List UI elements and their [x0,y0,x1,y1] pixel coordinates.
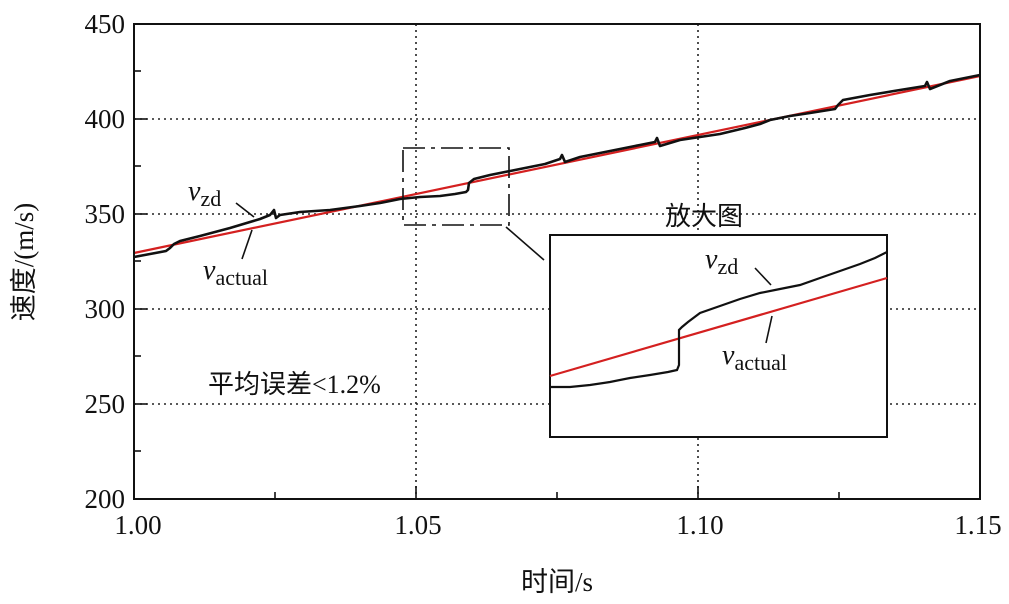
gridlines [134,24,980,499]
axis-ticks [134,70,840,499]
zoom-region-box [402,147,510,226]
label-leader-lines [235,202,773,344]
v-actual-label: vactual [203,255,268,290]
zoom-connector-line [505,226,545,261]
x-tick-1-00: 1.00 [114,510,162,540]
inset-v-actual-line [549,276,888,378]
v-actual-line [133,74,981,255]
x-tick-1-10: 1.10 [676,510,724,540]
y-tick-200: 200 [84,484,126,514]
y-axis-label: 速度/(m/s) [9,202,39,322]
x-axis-label: 时间/s [520,567,594,597]
x-tick-1-15: 1.15 [954,510,1002,540]
mean-error-annotation: 平均误差<1.2% [208,370,381,399]
v-zd-curve [133,73,981,259]
inset-v-zd-label: vzd [705,244,739,279]
inset-frame [549,234,888,438]
y-tick-300: 300 [84,294,126,324]
y-tick-400: 400 [84,104,126,134]
inset-title: 放大图 [665,202,744,231]
y-tick-350: 350 [84,199,126,229]
x-tick-1-05: 1.05 [394,510,442,540]
inset-v-actual-label: vactual [722,340,787,375]
v-zd-label: vzd [188,176,222,211]
plot-frame [133,23,981,500]
inset-v-zd-curve [550,251,888,389]
y-tick-250: 250 [84,389,126,419]
y-tick-450: 450 [84,9,126,39]
